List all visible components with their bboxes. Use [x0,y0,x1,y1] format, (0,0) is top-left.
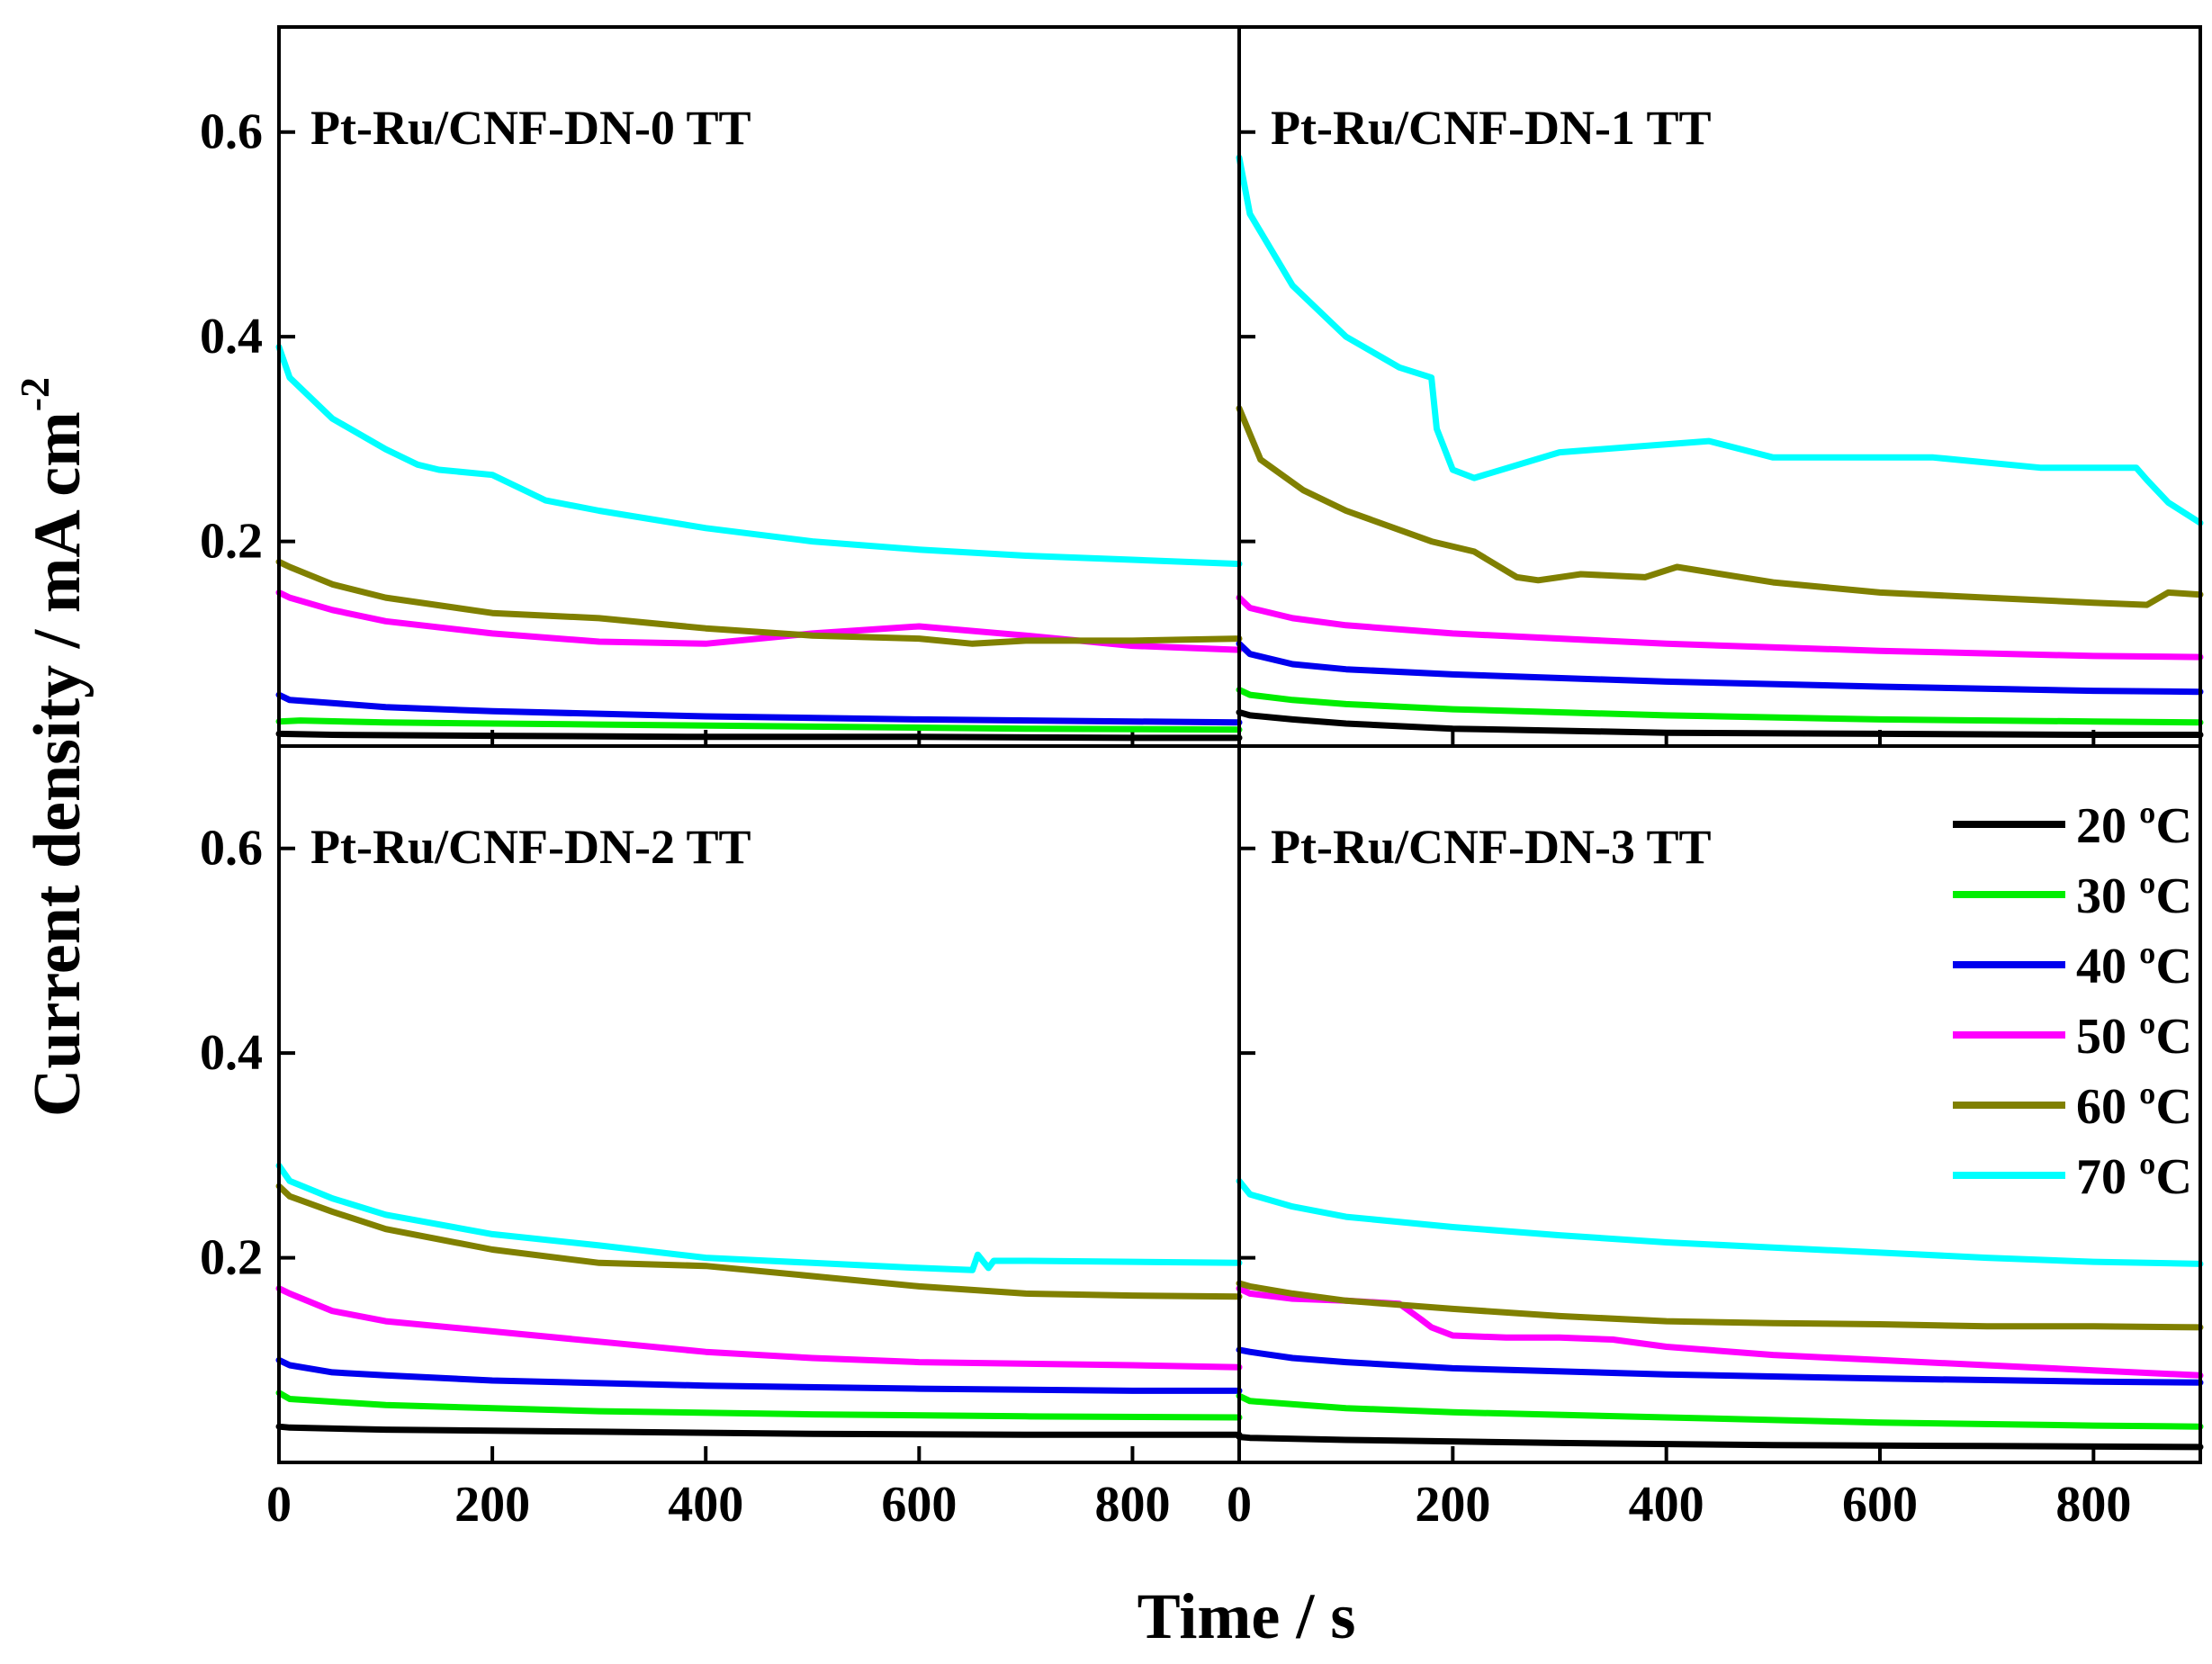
legend: 20 ºC 30 ºC 40 ºC 50 ºC 60 ºC 70 ºC [1953,798,2192,1205]
x-tick-label-3-1: 200 [1415,1477,1490,1533]
panels: 0.2 0.4 0.6 Pt-Ru/CNF-DN-0 TT Pt-Ru/CNF-DN-1… [200,101,2204,1533]
x-tick-label-2-2: 400 [668,1477,743,1533]
y-tick-label-2-2: 0.6 [200,821,263,877]
panel-title-3: Pt-Ru/CNF-DN-3 TT [1271,820,1711,874]
x-tick-label-2-3: 600 [881,1477,957,1533]
x-tick-label-2-4: 800 [1094,1477,1170,1533]
series-line-3-2 [1236,1346,2204,1386]
series-line-0-4 [275,558,1243,647]
series-line-2-4 [275,1183,1243,1300]
y-axis-label: Current density / mA cm-2 [12,377,94,1117]
series-line-2-2 [275,1356,1243,1394]
series-line-1-2 [1236,640,2204,696]
legend-label-2: 40 ºC [2076,939,2192,994]
legend-label-3: 50 ºC [2076,1009,2192,1065]
series-line-3-5 [1236,1177,2204,1267]
panel-0: 0.2 0.4 0.6 Pt-Ru/CNF-DN-0 TT [200,101,1243,746]
x-axis-label: Time / s [1137,1580,1356,1652]
y-tick-label-0-2: 0.6 [200,104,263,160]
series-line-1-0 [1236,709,2204,738]
series-line-1-4 [1236,405,2204,608]
x-tick-label-2-1: 200 [454,1477,530,1533]
x-tick-label-3-4: 800 [2055,1477,2131,1533]
y-tick-label-2-0: 0.2 [200,1230,263,1286]
plot-frame [277,25,2202,1464]
x-tick-label-3-0: 0 [1227,1477,1252,1533]
series-line-0-5 [275,344,1243,568]
series-line-2-0 [275,1423,1243,1438]
y-tick-label-0-0: 0.2 [200,514,263,570]
series-line-1-5 [1236,154,2204,526]
legend-label-1: 30 ºC [2076,868,2192,924]
x-tick-label-2-0: 0 [266,1477,292,1533]
series-line-1-3 [1236,594,2204,661]
series-line-3-4 [1236,1280,2204,1331]
series-line-0-2 [275,691,1243,726]
x-tick-label-3-3: 600 [1842,1477,1918,1533]
legend-label-0: 20 ºC [2076,798,2192,854]
legend-label-4: 60 ºC [2076,1079,2192,1135]
series-line-1-1 [1236,687,2204,726]
series-line-0-3 [275,589,1243,653]
series-line-2-1 [275,1390,1243,1421]
panel-title-2: Pt-Ru/CNF-DN-2 TT [310,820,751,874]
series-line-0-0 [275,730,1243,742]
panel-3: 0 200 400 600 800 Pt-Ru/CNF-DN-3 TT [1227,820,2204,1533]
series-line-3-0 [1236,1434,2204,1451]
y-tick-label-0-1: 0.4 [200,309,263,364]
y-tick-label-2-1: 0.4 [200,1025,263,1081]
legend-label-5: 70 ºC [2076,1149,2192,1205]
series-line-3-1 [1236,1392,2204,1430]
panel-2: 0.2 0.4 0.6 0 200 400 600 800 Pt-Ru/CNF-DN-2 TT [200,820,1243,1533]
series-line-2-3 [275,1285,1243,1371]
series-line-2-5 [275,1162,1243,1273]
panel-title-0: Pt-Ru/CNF-DN-0 TT [310,101,751,155]
x-tick-label-3-2: 400 [1629,1477,1704,1533]
series-line-0-1 [275,717,1243,733]
panel-title-1: Pt-Ru/CNF-DN-1 TT [1271,101,1711,155]
panel-1: Pt-Ru/CNF-DN-1 TT [1236,101,2204,746]
